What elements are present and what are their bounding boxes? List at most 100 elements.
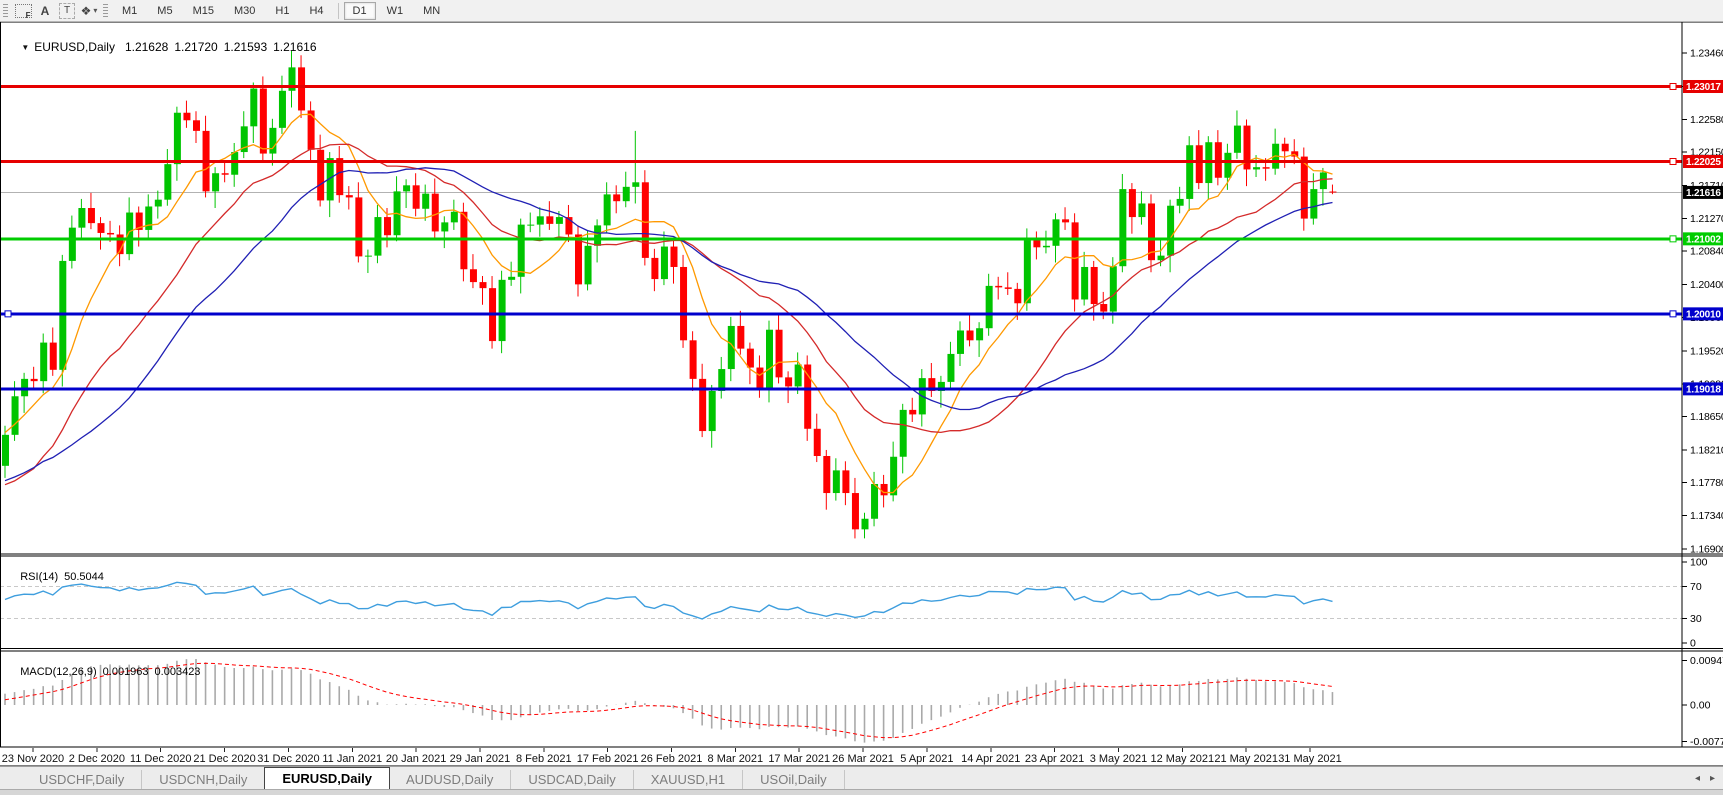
timeframe-button-M15[interactable]: M15 [192, 4, 214, 17]
collapse-triangle-icon[interactable]: ▼ [21, 43, 30, 52]
symbol-tab-AUDUSD[interactable]: AUDUSD,Daily [389, 770, 512, 790]
price-axis-label: 1.20400 [1690, 279, 1723, 291]
fibonacci-tool-button[interactable]: F [12, 1, 34, 20]
candle-body [288, 67, 296, 91]
candle-body [1042, 245, 1050, 248]
candle-body [431, 193, 439, 232]
price-axis-label: 1.20840 [1690, 246, 1723, 258]
symbol-tabs: USDCHF,Daily USDCNH,Daily EURUSD,Daily AUDU… [0, 767, 1695, 790]
candle-body [708, 390, 716, 432]
candle-body [317, 149, 325, 201]
timeframe-button-H1[interactable]: H1 [275, 4, 290, 17]
hline-handle[interactable] [1669, 235, 1677, 243]
candle-body [403, 185, 411, 192]
ohlc-open: 1.21628 [124, 40, 169, 54]
date-axis-label: 8 Feb 2021 [516, 753, 572, 765]
timeframe-button-W1[interactable]: W1 [386, 4, 404, 17]
candle-body [259, 88, 267, 154]
date-axis-label: 23 Apr 2021 [1025, 753, 1084, 765]
candle-body [804, 364, 812, 429]
candle-body [422, 193, 430, 209]
arrows-tool-button[interactable]: ❖ ▾ [78, 1, 100, 20]
timeframe-button-M30[interactable]: M30 [233, 4, 256, 17]
hline-badge [1683, 307, 1723, 321]
candle-body [107, 232, 115, 235]
candle-body [384, 217, 391, 236]
date-axis-label: 17 Feb 2021 [577, 753, 639, 765]
price-axis-label: 1.16900 [1690, 544, 1723, 556]
timeframe-button-D1[interactable]: D1 [343, 1, 376, 20]
candle-body [1253, 167, 1261, 170]
candle-body [785, 377, 793, 387]
symbol-tab-EURUSD[interactable]: EURUSD,Daily [264, 767, 390, 790]
toolbar: F A T ❖ ▾ M1 M5 M15 M30 H1 H4 D1 W1 MN [0, 0, 1723, 22]
text-label-tool-button[interactable]: T [56, 1, 78, 20]
hline-handle[interactable] [1669, 310, 1677, 318]
symbol-tab-USOil[interactable]: USOil,Daily [743, 770, 845, 790]
candle-body [775, 329, 783, 378]
symbol-tab-XAUUSD[interactable]: XAUUSD,H1 [634, 770, 744, 790]
rsi-axis-label: 30 [1690, 613, 1702, 625]
candle-body [1004, 287, 1012, 289]
timeframe-button-M1[interactable]: M1 [122, 4, 138, 17]
tab-scroll-right-icon[interactable]: ▸ [1709, 773, 1715, 784]
candle-body [603, 194, 611, 226]
price-axis-label: 1.22580 [1690, 114, 1723, 126]
candle-body [1300, 156, 1308, 219]
symbol-label: EURUSD,Daily [34, 40, 115, 54]
symbol-tab-USDCNH[interactable]: USDCNH,Daily [142, 770, 266, 790]
candle-body [2, 434, 9, 466]
candle-body [995, 285, 1003, 288]
price-axis-label: 1.19520 [1690, 345, 1723, 357]
candle-body [154, 199, 162, 207]
candle-body [594, 225, 602, 246]
candle-body [937, 381, 945, 391]
ma-line-30 [4, 167, 1333, 482]
timeframe-button-H4[interactable]: H4 [309, 4, 324, 17]
candle-body [193, 120, 200, 131]
candle-body [1023, 240, 1031, 304]
hline-handle[interactable] [1669, 82, 1677, 90]
toolbar-grip[interactable] [3, 3, 8, 18]
candle-body [1071, 222, 1079, 300]
hline-handle[interactable] [1669, 158, 1677, 166]
candle-body [1128, 189, 1136, 218]
hline-badge-label: 1.20010 [1686, 309, 1721, 320]
candle-body [307, 110, 315, 150]
candle-body [1233, 125, 1241, 153]
date-axis-label: 23 Nov 2020 [2, 753, 64, 765]
candle-body [985, 285, 993, 329]
candle-body [871, 483, 879, 519]
candle-body [1319, 172, 1327, 190]
candle-body [212, 173, 220, 192]
candle-body [412, 185, 420, 209]
candle-body [1100, 304, 1108, 312]
price-axis-label: 1.21270 [1690, 213, 1723, 225]
candle-body [1081, 266, 1089, 300]
timeframe-button-MN[interactable]: MN [423, 4, 441, 17]
candle-body [173, 112, 181, 165]
candle-body [97, 223, 105, 233]
symbol-tab-USDCAD[interactable]: USDCAD,Daily [511, 770, 634, 790]
price-axis-label: 1.17780 [1690, 477, 1723, 489]
candle-body [613, 194, 621, 202]
candle-body [40, 342, 48, 382]
chart-background [0, 22, 1723, 766]
toolbar-grip-2[interactable] [103, 3, 108, 18]
tab-scroll-left-icon[interactable]: ◂ [1694, 773, 1700, 784]
candle-body [1138, 203, 1146, 218]
text-tool-button[interactable]: A [40, 3, 50, 18]
hline-handle[interactable] [4, 310, 12, 318]
macd-axis-label: 0.00 [1690, 700, 1711, 712]
symbol-tab-USDCHF[interactable]: USDCHF,Daily [22, 770, 143, 790]
candle-body [880, 483, 888, 496]
timeframe-toolbar: M1 M5 M15 M30 H1 H4 D1 W1 MN [112, 0, 450, 21]
candle-body [1243, 125, 1251, 170]
price-axis-label: 1.17340 [1690, 510, 1723, 522]
timeframe-button-M5[interactable]: M5 [157, 4, 173, 17]
candle-body [145, 206, 153, 230]
macd-signal-line [4, 662, 1333, 739]
price-axis-label: 1.18650 [1690, 411, 1723, 423]
candle-body [976, 328, 984, 341]
